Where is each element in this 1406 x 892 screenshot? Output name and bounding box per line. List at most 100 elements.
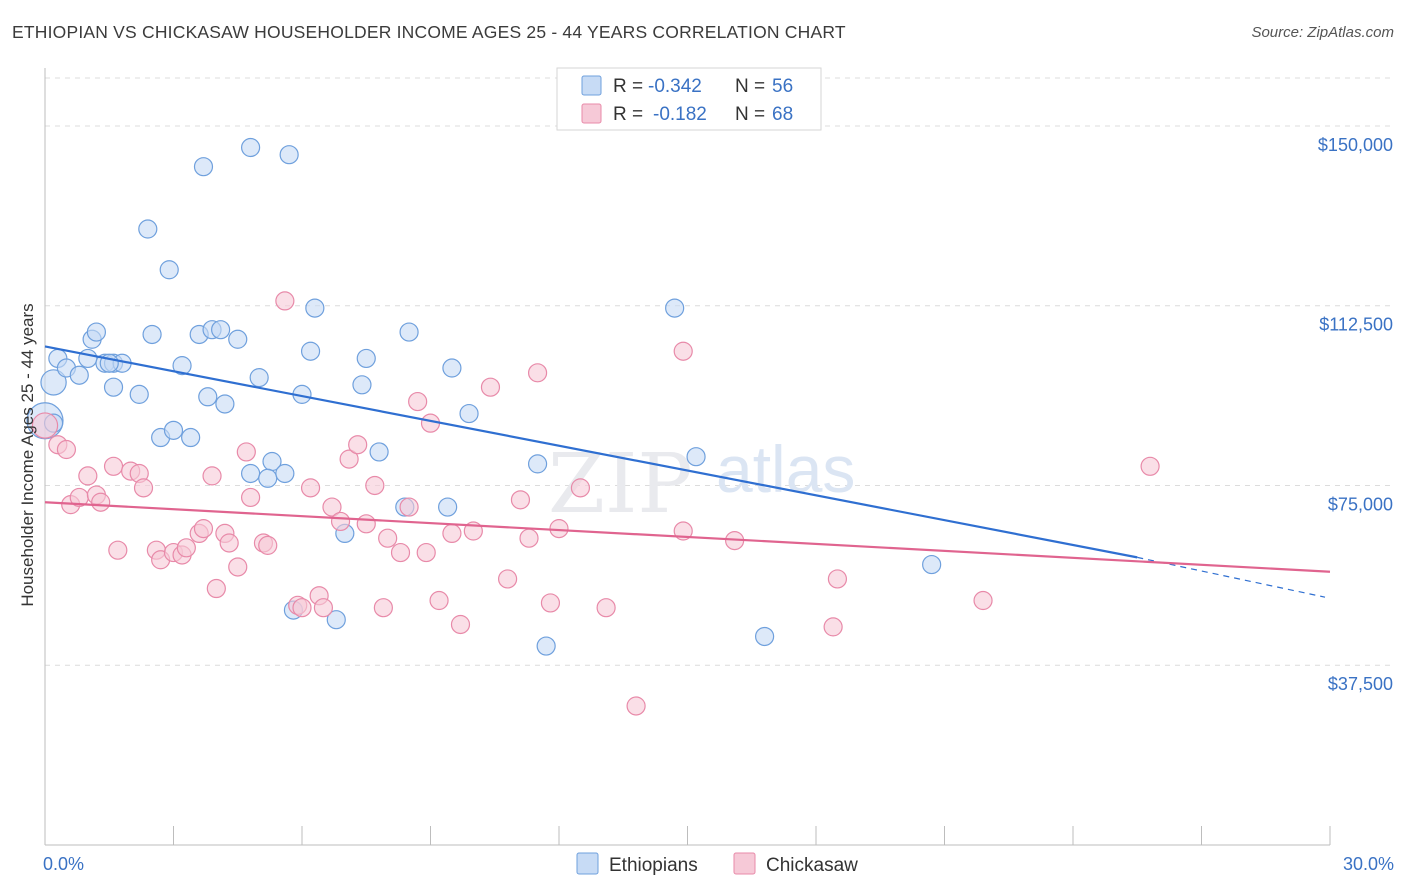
ethiopians-point — [527, 454, 548, 474]
ethiopians-point — [193, 157, 214, 177]
series-legend-chickasaw: Chickasaw — [766, 855, 858, 876]
ethiopians-point — [369, 442, 389, 462]
chickasaw-point — [206, 578, 226, 599]
ethiopians-point — [86, 322, 107, 342]
gridlines — [45, 77, 1395, 666]
chickasaw-point — [228, 557, 248, 577]
chickasaw-point — [510, 490, 531, 510]
x-tick-labels: 0.0% 30.0% — [43, 854, 1394, 874]
ethiopians-point — [305, 298, 325, 318]
chickasaw-point — [322, 497, 342, 517]
ethiopians-point — [241, 137, 261, 158]
y-tick-labels: $37,500 $75,000 $112,500 $150,000 — [1318, 135, 1393, 694]
ethiopians-point — [40, 369, 67, 396]
chickasaw-point — [973, 590, 993, 611]
chickasaw-point — [275, 291, 295, 311]
chickasaw-point — [313, 598, 334, 618]
chickasaw-point — [56, 439, 77, 460]
chickasaw-point — [31, 412, 59, 439]
y-tick-label: $150,000 — [1318, 135, 1393, 155]
chickasaw-point — [480, 377, 501, 397]
chickasaw-point — [1140, 456, 1160, 476]
ethiopians-point — [228, 329, 248, 349]
chickasaw-point — [365, 475, 385, 496]
chickasaw-point — [540, 593, 561, 613]
ethiopians-point — [241, 463, 261, 484]
chickasaw-point — [133, 478, 154, 498]
series-legend-swatch-ethiopians — [576, 852, 599, 875]
chickasaw-point — [570, 478, 591, 498]
chickasaw-point — [236, 442, 256, 462]
ethiopians-point — [459, 403, 479, 424]
ethiopians-point — [258, 468, 278, 488]
ethiopians-trend-extension — [1137, 556, 1326, 598]
legend-r-value-1: -0.342 — [648, 76, 702, 97]
ethiopians-point — [754, 626, 775, 647]
ethiopians-point — [922, 554, 942, 575]
ethiopians-point — [103, 377, 124, 397]
chickasaw-point — [596, 598, 616, 618]
chickasaw-point — [527, 363, 548, 383]
series-chickasaw — [31, 291, 1160, 716]
chickasaw-point — [241, 487, 261, 508]
y-tick-label: $37,500 — [1328, 674, 1393, 694]
ethiopians-point — [129, 384, 149, 404]
chickasaw-point — [827, 569, 848, 589]
chickasaw-point — [300, 478, 321, 498]
trend-lines — [44, 345, 1331, 598]
legend-swatch-chickasaw — [581, 103, 602, 124]
ethiopians-point — [249, 368, 269, 388]
x-tick-label: 30.0% — [1343, 854, 1394, 874]
chickasaw-point — [103, 456, 124, 476]
chickasaw-point — [339, 449, 359, 469]
chickasaw-point — [416, 542, 436, 563]
ethiopians-point — [399, 322, 419, 342]
chickasaw-point — [519, 528, 539, 548]
ethiopians-point — [438, 497, 458, 517]
chickasaw-trend-line — [44, 501, 1331, 573]
chart-title: ETHIOPIAN VS CHICKASAW HOUSEHOLDER INCOM… — [12, 22, 846, 42]
y-axis-label: Householder Income Ages 25 - 44 years — [18, 303, 37, 606]
legend-r-value-2: -0.182 — [653, 104, 707, 125]
legend-swatch-ethiopians — [581, 75, 602, 96]
watermark-atlas: atlas — [716, 432, 855, 506]
chickasaw-point — [330, 511, 351, 532]
chickasaw-point — [626, 696, 646, 716]
ethiopians-point — [352, 375, 372, 395]
chickasaw-point — [378, 528, 398, 548]
ethiopians-point — [138, 219, 158, 239]
ethiopians-point — [536, 636, 556, 656]
ethiopians-point — [172, 356, 192, 376]
chickasaw-point — [193, 519, 214, 539]
ethiopians-point — [69, 365, 89, 385]
watermark-zip: ZIP — [548, 437, 693, 532]
chickasaw-point — [498, 569, 518, 589]
chickasaw-point — [348, 435, 368, 455]
axes — [44, 68, 1331, 846]
ethiopians-point — [163, 420, 184, 440]
ethiopians-trend-line — [44, 345, 1138, 559]
chickasaw-point — [429, 590, 449, 611]
ethiopians-point — [665, 298, 685, 318]
legend-n-label-2: N = — [735, 104, 765, 125]
chickasaw-point — [408, 391, 428, 412]
chickasaw-point — [258, 535, 278, 555]
y-tick-label: $75,000 — [1328, 494, 1393, 514]
ethiopians-point — [326, 610, 346, 630]
ethiopians-point — [356, 348, 376, 369]
x-tick-label: 0.0% — [43, 854, 84, 874]
chickasaw-point — [91, 492, 111, 512]
chickasaw-point — [673, 341, 693, 361]
ethiopians-point — [198, 387, 218, 407]
chickasaw-point — [108, 540, 128, 560]
correlation-legend: R = -0.342 N = 56 R = -0.182 N = 68 — [556, 67, 822, 131]
chickasaw-point — [399, 497, 419, 517]
ethiopians-point — [211, 320, 231, 340]
chart-source: Source: ZipAtlas.com — [1251, 24, 1394, 41]
series-legend-swatch-chickasaw — [733, 852, 756, 875]
scatter-points — [26, 137, 1160, 716]
chickasaw-point — [442, 523, 462, 544]
legend-n-value-1: 56 — [772, 76, 793, 97]
ethiopians-point — [215, 394, 235, 414]
ethiopians-point — [442, 358, 462, 378]
